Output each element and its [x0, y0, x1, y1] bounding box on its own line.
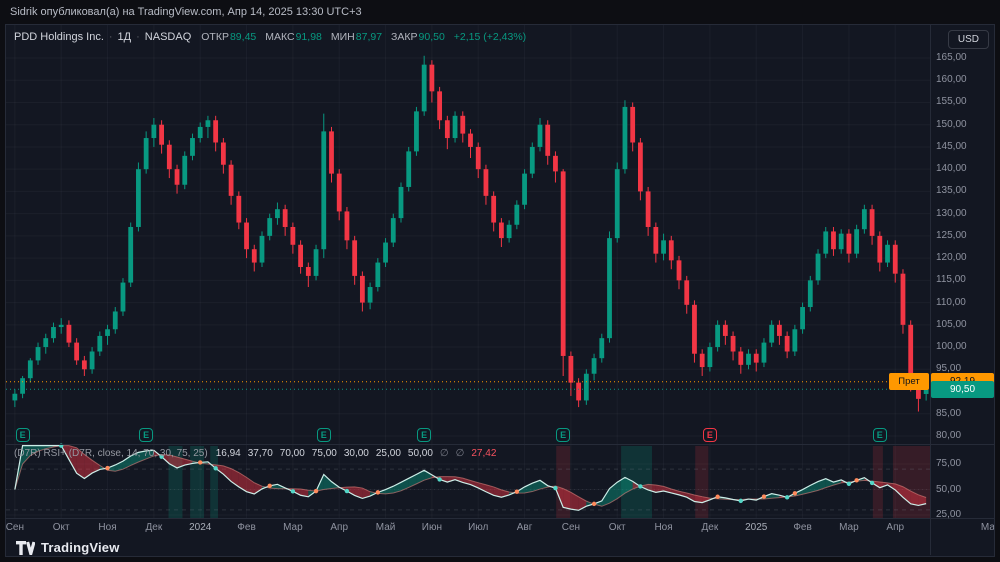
time-label: Фев [237, 522, 256, 533]
separator-dot: · [136, 31, 140, 43]
time-label: Мар [839, 522, 859, 533]
time-label: Авг [516, 522, 533, 533]
time-label: Июн [421, 522, 442, 533]
ohlc-low: МИН 87,97 [330, 31, 383, 43]
indicator-title[interactable]: (D7R) RSI+ (D7R, close, 14, 70, 30, 75, … [14, 448, 208, 459]
separator-dot: · [108, 31, 113, 43]
tradingview-logomark [16, 540, 35, 555]
time-label: Окт [608, 522, 626, 533]
indicator-value: 30,00 [343, 448, 369, 459]
earnings-icon[interactable]: E [15, 428, 30, 442]
rsi-plot [14, 443, 927, 511]
symbol-legend: PDD Holdings Inc. · 1Д · NASDAQ ОТКР 89,4… [14, 31, 526, 43]
time-label: Сен [5, 522, 25, 533]
time-label: Мар [283, 522, 303, 533]
rsi-tick-label: 75,00 [936, 458, 962, 469]
attribution-text: Sidrik опубликовал(а) на TradingView.com… [10, 6, 362, 18]
symbol-title[interactable]: PDD Holdings Inc. [14, 31, 104, 43]
change-label: +2,15 (+2,43%) [453, 31, 527, 43]
indicator-value: 70,00 [279, 448, 305, 459]
time-label: Июл [468, 522, 489, 533]
time-label: Ноя [98, 522, 117, 533]
price-tick-label: 120,00 [936, 252, 967, 264]
price-tick-label: 160,00 [936, 74, 967, 86]
time-label: Дек [701, 522, 719, 533]
chart-widget: PDD Holdings Inc. · 1Д · NASDAQ ОТКР 89,4… [5, 24, 995, 557]
indicator-value: 27,42 [471, 448, 497, 459]
ohlc-values: ОТКР 89,45 МАКС 91,98 МИН 87,97 ЗАКР 90,50 [201, 31, 445, 43]
indicator-value: 16,94 [215, 448, 241, 459]
price-tick-label: 80,00 [936, 429, 962, 441]
price-tick-label: 95,00 [936, 363, 962, 375]
currency-button[interactable]: USD [947, 30, 989, 49]
price-tick-label: 125,00 [936, 229, 967, 241]
indicator-values: 16,94 37,70 70,00 75,00 30,00 25,00 50,00 ∅ ∅ 27,… [216, 448, 497, 459]
price-tick-label: 115,00 [936, 274, 966, 286]
time-label: Фев [793, 522, 812, 533]
price-tick-label: 140,00 [936, 163, 967, 175]
price-tick-label: 165,00 [936, 52, 967, 63]
time-label: Окт [52, 522, 70, 533]
indicator-value: ∅ [439, 448, 449, 459]
earnings-icon[interactable]: E [316, 428, 331, 442]
interval-label[interactable]: 1Д [117, 31, 132, 43]
time-label: Сен [561, 522, 581, 533]
earnings-icon[interactable]: E [702, 428, 717, 442]
pane-separators [6, 25, 994, 555]
price-tick-label: 105,00 [936, 318, 967, 330]
earnings-icon[interactable]: E [872, 428, 887, 442]
candles [12, 55, 929, 412]
price-axis[interactable]: 165,00 160,00 155,00 150,00 145,00 140,00 135,… [931, 25, 994, 555]
tradingview-logo[interactable]: TradingView [16, 540, 120, 555]
grid-lines [6, 25, 930, 518]
chart-overlays: Прет E E E E E E E [6, 25, 994, 555]
indicator-value: 50,00 [407, 448, 433, 459]
time-label: Ма [980, 522, 995, 533]
time-axis[interactable]: Сен Окт Ноя Дек 2024 Фев Мар Апр Май Июн Июл Авг Сен… [6, 522, 994, 536]
earnings-icon[interactable]: E [417, 428, 432, 442]
ohlc-open: ОТКР 89,45 [201, 31, 257, 43]
earnings-icon[interactable]: E [139, 428, 154, 442]
price-tick-label: 155,00 [936, 96, 967, 108]
attribution-bar: Sidrik опубликовал(а) на TradingView.com… [0, 0, 1000, 24]
price-tick-label: 85,00 [936, 407, 962, 419]
price-tick-label: 135,00 [936, 185, 967, 197]
indicator-value: 25,00 [375, 448, 401, 459]
ohlc-close: ЗАКР 90,50 [391, 31, 445, 43]
price-tick-label: 150,00 [936, 118, 967, 130]
time-label: Апр [886, 522, 905, 533]
price-tick-label: 110,00 [936, 296, 966, 308]
ohlc-high: МАКС 91,98 [265, 31, 322, 43]
time-label: Май [375, 522, 396, 533]
indicator-value: 75,00 [311, 448, 337, 459]
price-rsi-chart[interactable] [6, 25, 994, 555]
rsi-tick-label: 25,00 [936, 509, 962, 520]
indicator-legend: (D7R) RSI+ (D7R, close, 14, 70, 30, 75, … [14, 448, 496, 459]
time-label: Апр [330, 522, 349, 533]
price-tick-label: 130,00 [936, 207, 967, 219]
time-label: 2025 [745, 522, 768, 533]
time-label: Ноя [654, 522, 673, 533]
tradingview-logotext: TradingView [41, 540, 120, 555]
time-label: Дек [145, 522, 163, 533]
price-line-tag: Прет [889, 373, 929, 391]
earnings-icon[interactable]: E [556, 428, 571, 442]
indicator-value: ∅ [455, 448, 465, 459]
price-tick-label: 100,00 [936, 341, 967, 353]
indicator-value: 37,70 [247, 448, 273, 459]
price-line-value: 90,50 [931, 380, 994, 398]
rsi-tick-label: 50,00 [936, 483, 962, 495]
exchange-label: NASDAQ [144, 31, 192, 43]
time-label: 2024 [189, 522, 212, 533]
rsi-band-lines [6, 468, 930, 511]
price-tick-label: 145,00 [936, 140, 967, 152]
